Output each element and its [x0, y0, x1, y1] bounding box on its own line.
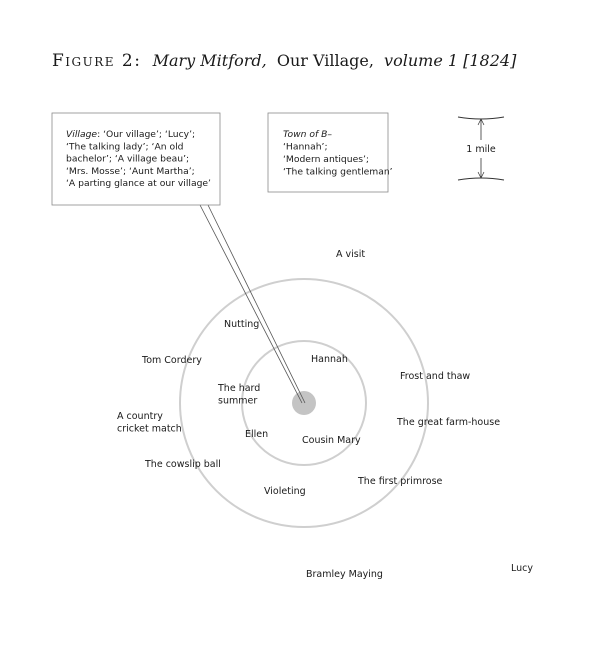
village-callout-box — [51, 112, 221, 206]
place-label-cousin-mary: Cousin Mary — [302, 435, 361, 446]
place-label-frost-and-thaw: Frost and thaw — [400, 371, 470, 382]
town-box-line: ‘Modern antiques’; — [283, 154, 369, 165]
outer-distance-ring — [179, 278, 429, 528]
village-box-line: ‘The talking lady’; ‘An old — [66, 141, 184, 152]
place-label-violeting: Violeting — [264, 486, 306, 497]
callout-pointer-left — [199, 204, 303, 404]
place-label-nutting: Nutting — [224, 319, 259, 330]
callout-pointer-right — [207, 204, 306, 404]
inner-distance-ring — [241, 340, 367, 466]
place-label-bramley-maying: Bramley Maying — [306, 569, 383, 580]
town-box-line: ‘The talking gentleman’ — [283, 167, 393, 178]
village-box-line: bachelor’; ‘A village beau’; — [66, 154, 189, 165]
village-callout-text: Village: ‘Our village’; ‘Lucy’;‘The talk… — [66, 129, 211, 189]
village-box-line: ‘A parting glance at our village’ — [66, 178, 211, 189]
town-callout-text: Town of B– ‘Hannah’;‘Modern antiques’; ‘Th… — [283, 129, 393, 178]
place-label-the-great-farm-house: The great farm-house — [396, 417, 500, 428]
title-author: Mary Mitford, — [152, 51, 267, 70]
village-box-line: ‘Mrs. Mosse’; ‘Aunt Martha’; — [66, 166, 195, 177]
place-label-hannah: Hannah — [311, 354, 348, 365]
scale-arrow-up-icon — [477, 118, 485, 126]
scale-label: 1 mile — [466, 144, 496, 155]
place-label-ellen: Ellen — [245, 429, 268, 440]
place-label-the-first-primrose: The first primrose — [357, 476, 443, 487]
title-volume: volume 1 [1824] — [384, 51, 517, 70]
place-label-a-visit: A visit — [336, 249, 365, 260]
place-labels: A visit Nutting Tom Cordery Hannah Frost and… — [117, 249, 533, 580]
place-label-lucy: Lucy — [511, 563, 533, 574]
village-box-line: Village: ‘Our village’; ‘Lucy’; — [66, 129, 195, 140]
figure-title: Figure 2: Mary Mitford, Our Village, vol… — [52, 51, 517, 71]
town-callout-box — [267, 112, 389, 193]
place-label-the-cowslip-ball: The cowslip ball — [144, 459, 221, 470]
scale-arrow-down-icon — [477, 171, 485, 179]
town-box-line: Town of B– — [283, 129, 332, 140]
figure-label: Figure 2: — [52, 51, 141, 71]
place-label-tom-cordery: Tom Cordery — [141, 355, 202, 366]
village-center-marker — [292, 391, 316, 415]
place-label-the-hard-summer: The hard summer — [217, 383, 260, 407]
scale-bar: 1 mile — [457, 116, 505, 181]
place-label-a-country-cricket-match: A country cricket match — [117, 411, 182, 435]
title-work: Our Village, — [277, 51, 374, 70]
town-box-line: ‘Hannah’; — [283, 142, 328, 153]
